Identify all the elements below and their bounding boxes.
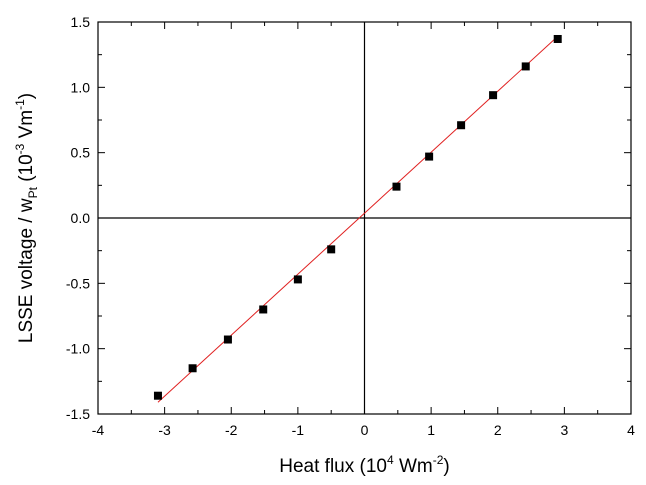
x-tick-labels: -4 -3 -2 -1 0 1 2 3 4	[92, 422, 635, 438]
x-tick-label: 3	[560, 422, 568, 438]
y-tick-label: -1.5	[66, 406, 90, 422]
x-tick-label: 0	[361, 422, 369, 438]
data-point	[425, 152, 434, 161]
x-tick-label: -2	[225, 422, 238, 438]
axis-ticks	[97, 21, 632, 415]
data-point	[188, 364, 197, 373]
fit-line-layer	[157, 36, 559, 403]
data-point	[457, 121, 466, 130]
y-tick-label: 1.5	[71, 14, 91, 30]
x-axis-title: Heat flux (104 Wm-2)	[279, 453, 449, 477]
data-point	[489, 91, 498, 100]
y-axis-title: LSSE voltage / wPt (10-3 Vm-1)	[13, 93, 40, 343]
data-point	[553, 34, 562, 43]
x-tick-label: -3	[158, 422, 171, 438]
y-tick-labels: -1.5 -1.0 -0.5 0.0 0.5 1.0 1.5	[66, 14, 90, 422]
y-tick-label: -0.5	[66, 275, 90, 291]
data-point	[521, 62, 530, 71]
linear-fit-line	[157, 36, 559, 403]
reference-lines	[98, 22, 631, 414]
data-points	[153, 34, 562, 400]
data-point	[392, 182, 401, 191]
y-tick-label: 0.5	[71, 145, 91, 161]
data-point	[153, 391, 162, 400]
y-tick-label: -1.0	[66, 341, 90, 357]
y-tick-label: 0.0	[71, 210, 91, 226]
x-tick-label: 1	[427, 422, 435, 438]
data-point	[223, 335, 232, 344]
data-point	[259, 305, 268, 314]
data-point	[327, 245, 336, 254]
x-tick-label: 4	[627, 422, 635, 438]
data-point	[293, 275, 302, 284]
x-tick-label: 2	[494, 422, 502, 438]
x-tick-label: -1	[292, 422, 305, 438]
x-tick-label: -4	[92, 422, 105, 438]
y-tick-label: 1.0	[71, 79, 91, 95]
